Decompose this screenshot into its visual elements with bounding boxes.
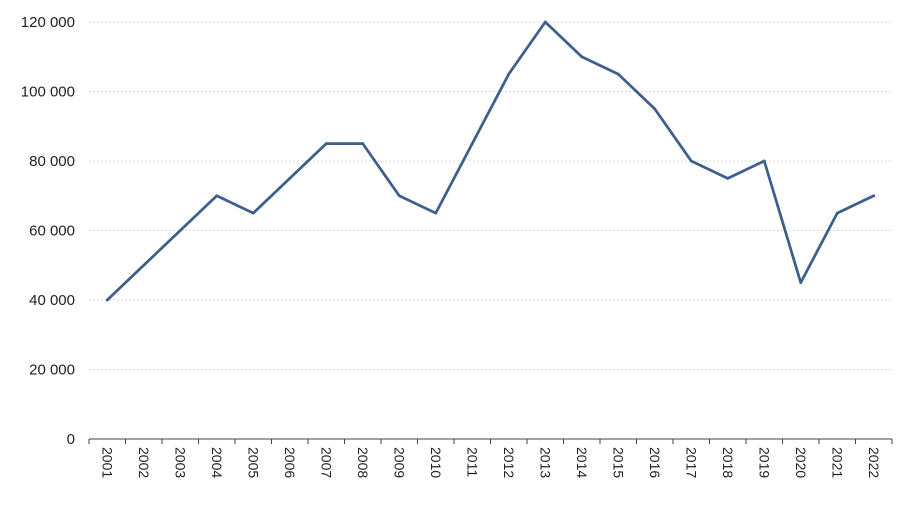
data-point xyxy=(251,211,255,215)
data-point xyxy=(142,263,146,267)
data-point xyxy=(726,176,730,180)
data-point xyxy=(872,194,876,198)
x-tick-label: 2006 xyxy=(282,447,298,478)
x-tick-label: 2015 xyxy=(610,447,626,478)
data-point xyxy=(616,72,620,76)
x-tick-label: 2013 xyxy=(537,447,553,478)
data-point xyxy=(470,142,474,146)
data-point xyxy=(178,229,182,232)
x-tick-label: 2004 xyxy=(209,447,225,478)
data-point xyxy=(543,20,547,24)
data-point xyxy=(324,142,328,146)
x-tick-label: 2010 xyxy=(428,447,444,478)
y-tick-label: 80 000 xyxy=(29,153,75,170)
x-tick-label: 2016 xyxy=(647,447,663,478)
x-tick-label: 2019 xyxy=(756,447,772,478)
data-point xyxy=(689,159,693,163)
x-tick-label: 2017 xyxy=(683,447,699,478)
data-point xyxy=(653,107,657,111)
x-tick-label: 2008 xyxy=(355,447,371,478)
x-tick-label: 2001 xyxy=(99,447,115,478)
x-tick-label: 2022 xyxy=(866,447,882,478)
x-tick-label: 2021 xyxy=(829,447,845,478)
data-point xyxy=(397,194,401,198)
y-tick-label: 100 000 xyxy=(21,84,75,101)
data-point xyxy=(835,211,839,215)
x-tick-label: 2002 xyxy=(136,447,152,478)
x-tick-label: 2012 xyxy=(501,447,517,478)
y-axis: 0 20 000 40 000 60 000 80 000 100 000 120 000 xyxy=(21,14,75,448)
x-tick-label: 2007 xyxy=(318,447,334,478)
x-tick-label: 2011 xyxy=(464,447,480,477)
data-point xyxy=(361,142,365,146)
series-layer xyxy=(105,20,876,302)
y-tick-label: 0 xyxy=(67,431,75,448)
data-point xyxy=(288,176,292,180)
y-tick-label: 120 000 xyxy=(21,14,75,31)
series-line xyxy=(105,20,876,302)
x-tick-label: 2020 xyxy=(793,447,809,478)
data-point xyxy=(580,55,584,59)
data-point xyxy=(507,72,511,76)
x-tick-label: 2009 xyxy=(391,447,407,478)
x-tick-label: 2005 xyxy=(245,447,261,478)
data-point xyxy=(799,281,803,285)
x-tick-label: 2018 xyxy=(720,447,736,478)
data-point xyxy=(762,159,766,163)
y-tick-label: 20 000 xyxy=(29,362,75,379)
y-tick-label: 40 000 xyxy=(29,292,75,309)
x-tick-label: 2014 xyxy=(574,447,590,478)
data-point xyxy=(105,298,109,302)
data-point xyxy=(215,194,219,198)
x-axis: 2001 2002 2003 2004 2005 2006 2007 2008 2009 2010… xyxy=(88,438,893,478)
x-tick-label: 2003 xyxy=(172,447,188,478)
grid-lines xyxy=(89,21,892,370)
y-tick-label: 60 000 xyxy=(29,223,75,240)
data-point xyxy=(434,211,438,215)
